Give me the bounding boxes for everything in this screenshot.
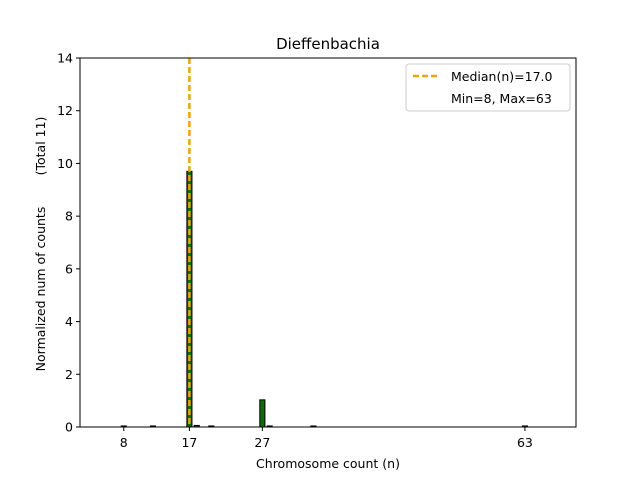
y-axis-label: Normalized num of counts — [33, 207, 48, 372]
y-tick-label: 8 — [65, 209, 73, 224]
y-tick-label: 14 — [57, 51, 73, 66]
y-ticks: 0 2 4 6 8 10 12 14 — [57, 51, 80, 435]
x-ticks: 8 17 27 63 — [120, 427, 533, 450]
plot-frame — [79, 57, 577, 428]
legend-box — [405, 63, 571, 112]
x-tick-label: 17 — [181, 435, 197, 450]
bar-27 — [259, 399, 266, 428]
y-axis-label-total: (Total 11) — [33, 117, 48, 176]
legend: Median(n)=17.0 Min=8, Max=63 — [405, 63, 571, 112]
x-tick-label: 63 — [517, 435, 533, 450]
y-tick-label: 12 — [57, 103, 73, 118]
legend-minmax-label: Min=8, Max=63 — [451, 91, 552, 106]
chart-title: Dieffenbachia — [276, 35, 380, 53]
y-tick-label: 4 — [65, 314, 73, 329]
y-tick-label: 10 — [57, 156, 73, 171]
legend-median-label: Median(n)=17.0 — [451, 69, 552, 84]
bars-layer — [120, 170, 528, 428]
x-axis-label: Chromosome count (n) — [256, 456, 400, 471]
y-tick-label: 0 — [65, 420, 73, 435]
x-tick-label: 27 — [254, 435, 270, 450]
y-tick-label: 6 — [65, 261, 73, 276]
bar-17 — [186, 170, 193, 428]
x-tick-label: 8 — [120, 435, 128, 450]
y-tick-label: 2 — [65, 367, 73, 382]
